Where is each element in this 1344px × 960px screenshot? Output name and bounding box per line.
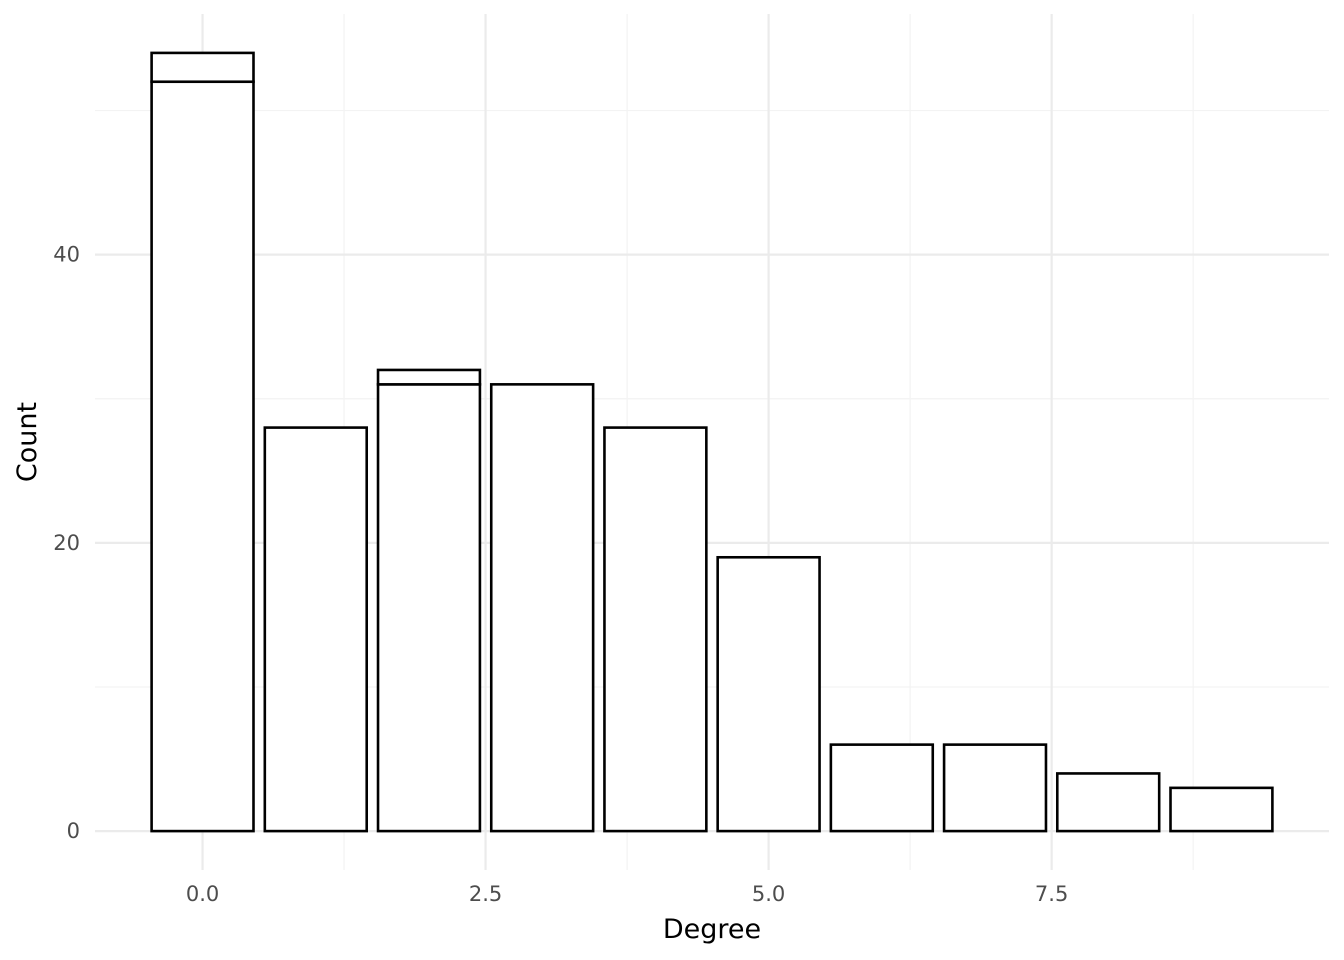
y-tick-label: 20 bbox=[53, 531, 80, 555]
x-tick-label: 5.0 bbox=[752, 882, 785, 906]
y-tick-label: 40 bbox=[53, 243, 80, 267]
bar-degree-1-segment-1 bbox=[263, 426, 369, 833]
bar-degree-6-segment-1 bbox=[829, 743, 935, 833]
bar-degree-5-segment-1 bbox=[716, 555, 821, 833]
bar-degree-0-segment-2 bbox=[150, 51, 255, 84]
bar-degree-7-segment-1 bbox=[942, 743, 1048, 833]
bar-degree-2-segment-1 bbox=[376, 383, 482, 833]
bar-degree-8-segment-1 bbox=[1055, 772, 1161, 833]
x-tick-label: 0.0 bbox=[186, 882, 219, 906]
y-tick-label: 0 bbox=[67, 819, 80, 843]
bar-degree-9-segment-1 bbox=[1169, 786, 1274, 833]
x-axis-title: Degree bbox=[663, 914, 761, 945]
y-axis-title: Count bbox=[12, 402, 43, 482]
bar-degree-2-segment-2 bbox=[376, 368, 482, 386]
bar-degree-0-segment-1 bbox=[150, 80, 255, 833]
bar-degree-3-segment-1 bbox=[489, 383, 595, 833]
bars bbox=[150, 51, 1274, 833]
tick-labels: 0.0 2.5 5.0 7.5 0 20 40 bbox=[53, 243, 1068, 906]
x-tick-label: 7.5 bbox=[1035, 882, 1068, 906]
x-tick-label: 2.5 bbox=[469, 882, 502, 906]
bar-degree-4-segment-1 bbox=[603, 426, 708, 833]
